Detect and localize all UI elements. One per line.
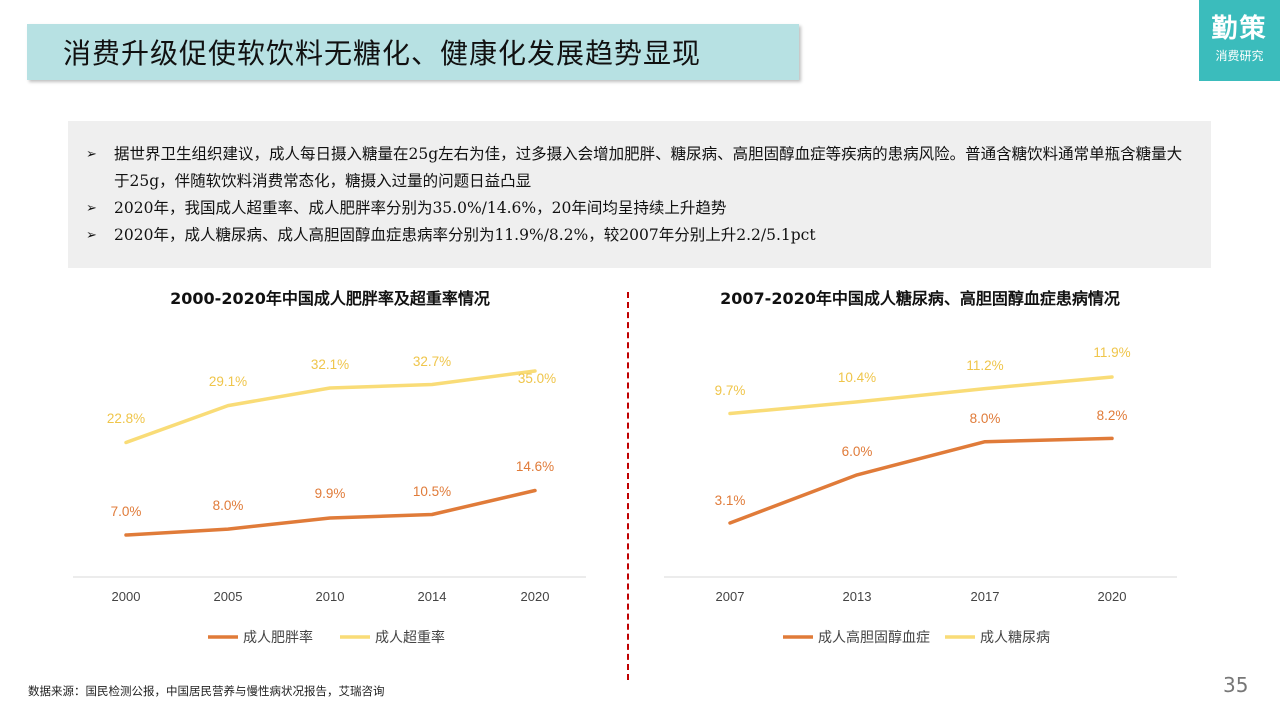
summary-box: ➢ 据世界卫生组织建议，成人每日摄入糖量在25g左右为佳，过多摄入会增加肥胖、糖… — [68, 121, 1211, 268]
bullet-text: 据世界卫生组织建议，成人每日摄入糖量在25g左右为佳，过多摄入会增加肥胖、糖尿病… — [114, 145, 1183, 190]
x-tick-label: 2020 — [1098, 589, 1127, 604]
bullet-item: ➢ 2020年，成人糖尿病、成人高胆固醇血症患病率分别为11.9%/8.2%，较… — [86, 222, 1191, 249]
bullet-arrow-icon: ➢ — [86, 228, 97, 243]
bullet-arrow-icon: ➢ — [86, 201, 97, 216]
series-line-orange — [728, 436, 1114, 525]
series-line-yellow — [728, 375, 1114, 416]
data-label: 8.0% — [970, 411, 1001, 426]
data-label: 32.1% — [311, 357, 349, 372]
x-tick-label: 2014 — [418, 589, 447, 604]
data-label: 10.4% — [838, 370, 876, 385]
chart-title-obesity: 2000-2020年中国成人肥胖率及超重率情况 — [170, 289, 490, 308]
x-tick-label: 2000 — [112, 589, 141, 604]
data-label: 22.8% — [107, 411, 145, 426]
data-label: 29.1% — [209, 374, 247, 389]
x-tick-label: 2020 — [521, 589, 550, 604]
x-tick-label: 2010 — [316, 589, 345, 604]
legend-label: 成人糖尿病 — [980, 630, 1050, 646]
data-label: 8.2% — [1097, 408, 1128, 423]
bullet-text: 2020年，我国成人超重率、成人肥胖率分别为35.0%/14.6%，20年间均呈… — [114, 199, 727, 217]
legend-label: 成人超重率 — [375, 629, 445, 646]
chart-title-diabetes: 2007-2020年中国成人糖尿病、高胆固醇血症患病情况 — [720, 289, 1120, 308]
legend-label: 成人高胆固醇血症 — [818, 629, 930, 646]
data-label: 3.1% — [715, 493, 746, 508]
x-tick-label: 2013 — [843, 589, 872, 604]
x-tick-label: 2007 — [716, 589, 745, 604]
data-label: 14.6% — [516, 459, 554, 474]
data-label: 35.0% — [518, 371, 556, 386]
page-title: 消费升级促使软饮料无糖化、健康化发展趋势显现 — [63, 37, 702, 70]
bullet-item: ➢ 据世界卫生组织建议，成人每日摄入糖量在25g左右为佳，过多摄入会增加肥胖、糖… — [86, 141, 1191, 195]
data-label: 9.7% — [715, 383, 746, 398]
chart-divider — [627, 292, 629, 680]
data-label: 6.0% — [842, 444, 873, 459]
data-label: 10.5% — [413, 484, 451, 499]
page-number: 35 — [1223, 673, 1249, 697]
brand-logo: 勤策 消费研究 — [1199, 0, 1280, 81]
series-line-yellow — [124, 369, 537, 445]
data-label: 11.9% — [1093, 345, 1130, 360]
data-label: 7.0% — [111, 504, 142, 519]
title-bar: 消费升级促使软饮料无糖化、健康化发展趋势显现 — [27, 24, 799, 80]
x-tick-label: 2005 — [214, 589, 243, 604]
data-label: 32.7% — [413, 354, 451, 369]
data-label: 9.9% — [315, 486, 346, 501]
brand-subtitle: 消费研究 — [1215, 49, 1264, 63]
bullet-text: 2020年，成人糖尿病、成人高胆固醇血症患病率分别为11.9%/8.2%，较20… — [114, 226, 816, 244]
brand-name: 勤策 — [1211, 14, 1268, 44]
bullet-item: ➢ 2020年，我国成人超重率、成人肥胖率分别为35.0%/14.6%，20年间… — [86, 195, 1191, 222]
legend-label: 成人肥胖率 — [243, 629, 313, 646]
data-source-note: 数据来源：国民检测公报，中国居民营养与慢性病状况报告，艾瑞咨询 — [28, 684, 385, 698]
data-label: 11.2% — [966, 358, 1003, 373]
bullet-arrow-icon: ➢ — [86, 147, 97, 162]
data-label: 8.0% — [213, 498, 244, 513]
x-tick-label: 2017 — [971, 589, 1000, 604]
